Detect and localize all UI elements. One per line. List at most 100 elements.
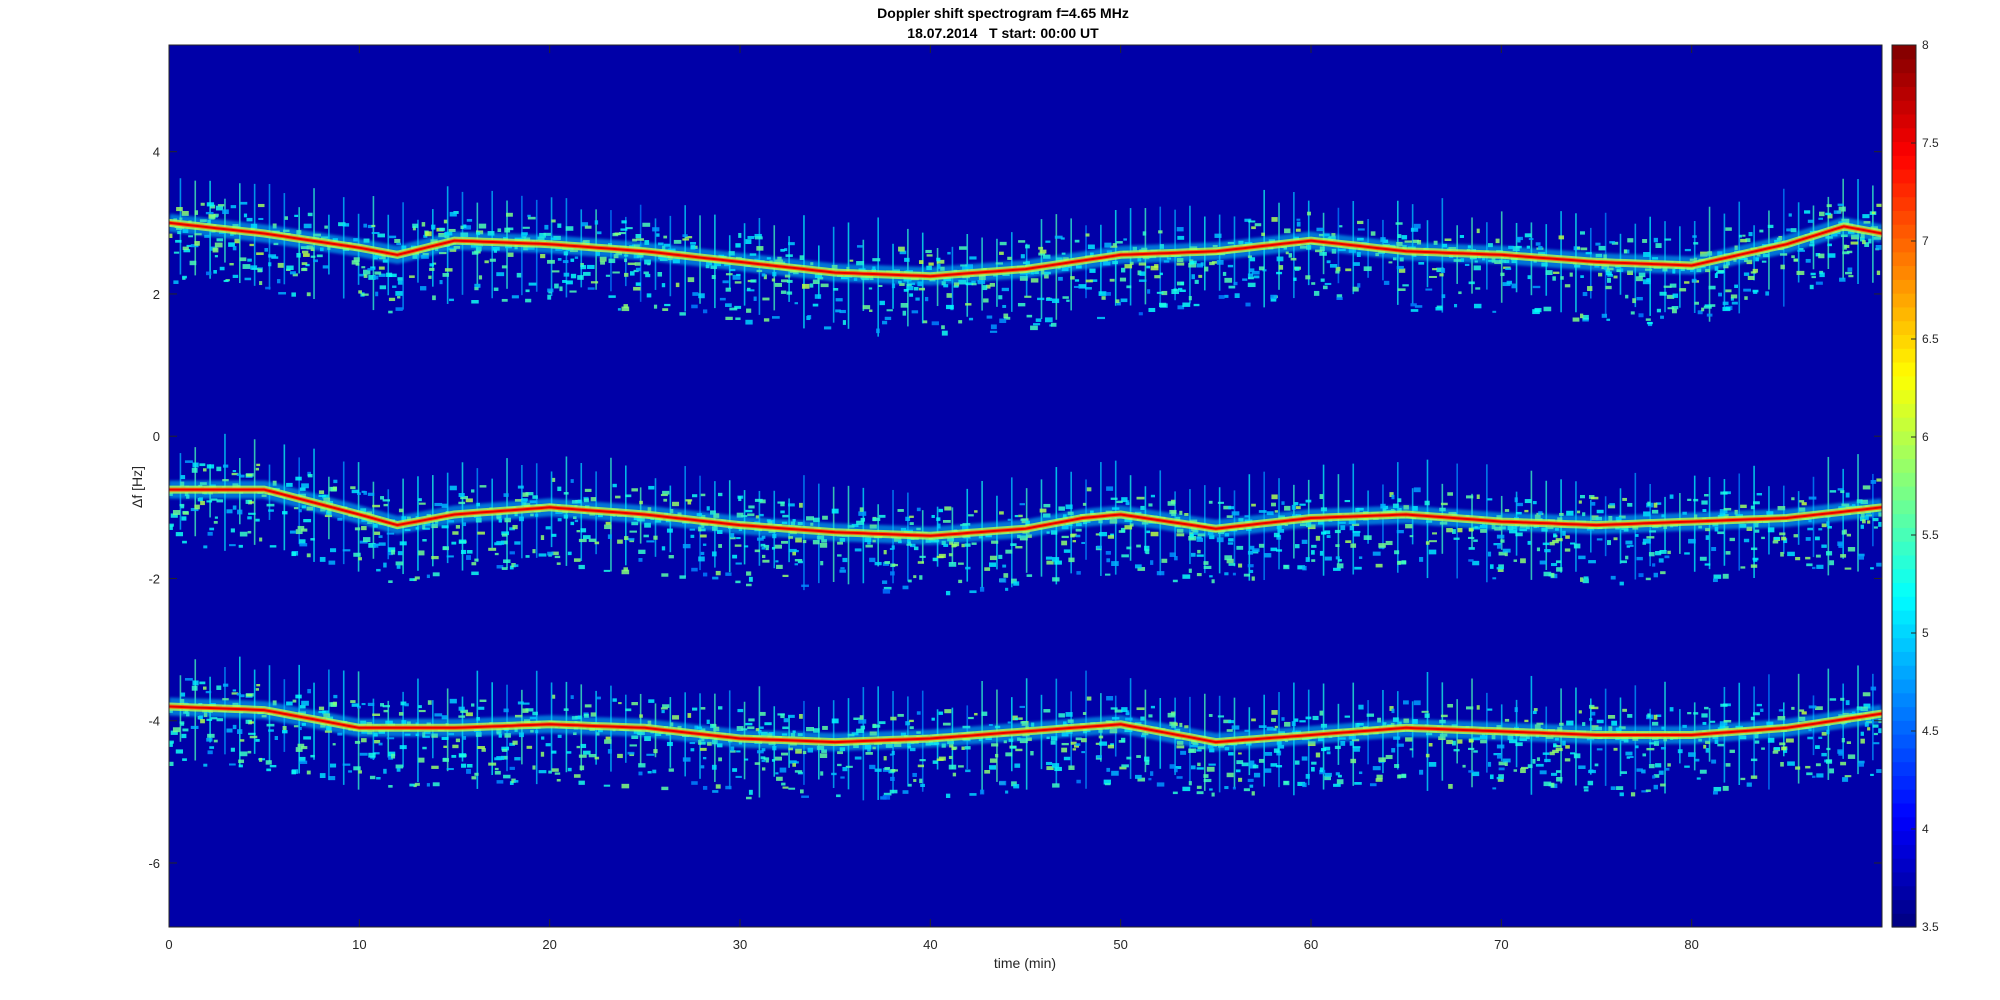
speckle-mark [1627, 502, 1633, 507]
speckle-mark [700, 765, 705, 769]
x-tick-label: 0 [165, 937, 172, 952]
speckle-mark [466, 769, 471, 774]
speckle-mark [700, 493, 706, 497]
speckle-mark [350, 700, 356, 703]
speckle-mark [1444, 238, 1452, 242]
speckle-mark [438, 251, 447, 255]
speckle-mark [1019, 738, 1028, 744]
speckle-mark [604, 739, 612, 744]
colorbar-segment [1892, 127, 1916, 143]
speckle-mark [1705, 535, 1709, 540]
speckle-mark [1635, 534, 1639, 537]
speckle-mark [1841, 530, 1845, 535]
speckle-mark [971, 282, 977, 286]
speckle-mark [1247, 778, 1254, 783]
speckle-mark [813, 728, 820, 733]
chart-title: Doppler shift spectrogram f=4.65 MHz [877, 5, 1129, 21]
speckle-mark [358, 557, 362, 561]
speckle-mark [807, 315, 812, 320]
speckle-mark [763, 544, 770, 548]
speckle-mark [1472, 771, 1480, 777]
speckle-mark [1580, 275, 1584, 278]
speckle-mark [1504, 761, 1508, 766]
speckle-mark [1606, 318, 1611, 321]
colorbar-segment [1892, 747, 1916, 763]
speckle-mark [761, 547, 766, 550]
speckle-mark [1844, 775, 1852, 778]
speckle-mark [245, 719, 253, 724]
speckle-mark [200, 500, 205, 506]
speckle-mark [388, 550, 394, 556]
speckle-mark [1283, 780, 1290, 786]
speckle-mark [1845, 271, 1853, 275]
speckle-mark [1829, 768, 1835, 774]
speckle-mark [1858, 553, 1865, 557]
speckle-mark [788, 787, 796, 790]
speckle-mark [1397, 560, 1401, 565]
speckle-mark [1458, 291, 1462, 295]
speckle-mark [1333, 783, 1341, 787]
speckle-mark [1138, 262, 1147, 266]
speckle-mark [839, 569, 846, 573]
speckle-mark [1787, 761, 1795, 766]
speckle-mark [1024, 295, 1032, 298]
speckle-mark [760, 756, 766, 760]
speckle-mark [1014, 514, 1019, 518]
colorbar-segment [1892, 541, 1916, 556]
speckle-mark [409, 783, 415, 787]
speckle-mark [413, 578, 417, 582]
speckle-mark [618, 232, 626, 235]
speckle-mark [562, 260, 569, 264]
speckle-mark [788, 242, 795, 246]
speckle-mark [1424, 500, 1430, 506]
speckle-mark [660, 707, 668, 710]
speckle-mark [692, 292, 699, 296]
speckle-mark [216, 718, 224, 722]
speckle-mark [1196, 573, 1202, 577]
speckle-mark [1051, 763, 1060, 768]
speckle-mark [1677, 749, 1683, 754]
speckle-mark [1197, 762, 1201, 767]
speckle-mark [1536, 722, 1544, 725]
speckle-mark [1536, 757, 1541, 762]
speckle-mark [511, 562, 516, 568]
colorbar-segment [1892, 182, 1916, 198]
speckle-mark [446, 768, 454, 771]
speckle-mark [661, 786, 669, 791]
speckle-mark [1777, 716, 1786, 721]
speckle-mark [984, 769, 991, 774]
speckle-mark [206, 737, 213, 742]
speckle-mark [303, 736, 312, 740]
speckle-mark [1290, 257, 1297, 261]
speckle-mark [1711, 759, 1717, 764]
speckle-mark [936, 758, 944, 761]
speckle-mark [180, 692, 186, 697]
speckle-mark [788, 714, 795, 718]
speckle-mark [1629, 756, 1634, 759]
speckle-mark [1630, 311, 1635, 315]
speckle-mark [1468, 547, 1475, 550]
speckle-mark [337, 517, 343, 521]
speckle-mark [1369, 783, 1377, 787]
speckle-mark [1224, 555, 1233, 561]
speckle-mark [232, 724, 237, 730]
speckle-mark [1642, 753, 1647, 757]
speckle-mark [595, 696, 601, 700]
speckle-mark [1818, 736, 1823, 739]
speckle-mark [203, 686, 207, 690]
speckle-mark [471, 489, 475, 493]
speckle-mark [1761, 747, 1765, 750]
speckle-mark [441, 736, 449, 740]
speckle-mark [842, 320, 846, 325]
speckle-mark [1075, 737, 1082, 741]
speckle-mark [1838, 543, 1844, 548]
speckle-mark [1425, 541, 1430, 545]
speckle-mark [223, 280, 229, 283]
speckle-mark [1805, 556, 1811, 560]
speckle-mark [1468, 536, 1475, 540]
speckle-mark [1717, 531, 1724, 535]
speckle-mark [882, 794, 891, 800]
speckle-mark [603, 784, 611, 787]
speckle-mark [858, 719, 867, 724]
speckle-mark [322, 265, 329, 269]
